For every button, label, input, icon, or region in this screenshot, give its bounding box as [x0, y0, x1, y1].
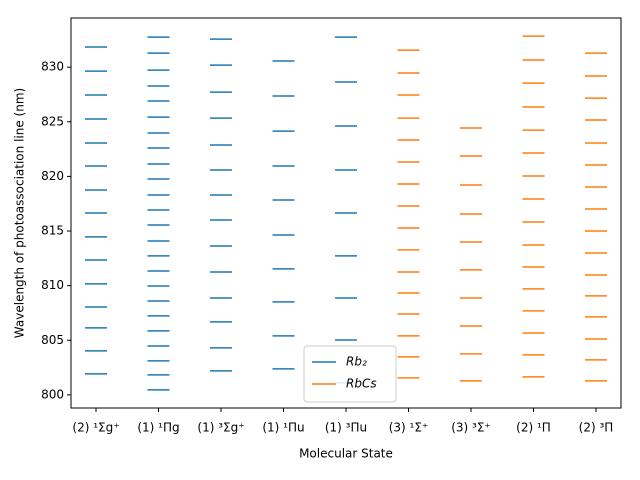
plot-frame — [70, 17, 622, 409]
x-tick-label: (1) ¹Πu — [262, 421, 304, 435]
y-tick-label: 810 — [41, 278, 64, 292]
legend-label: RbCs — [346, 377, 377, 391]
y-tick-label: 800 — [41, 387, 64, 401]
x-tick-label: (3) ¹Σ⁺ — [389, 421, 429, 435]
x-tick-label: (2) ¹Σg⁺ — [72, 421, 119, 435]
y-tick-label: 820 — [41, 169, 64, 183]
x-tick-label: (2) ¹Π — [516, 421, 551, 435]
x-tick-label: (1) ³Σg⁺ — [197, 421, 244, 435]
y-tick-label: 830 — [41, 60, 64, 74]
x-tick-label: (3) ³Σ⁺ — [451, 421, 491, 435]
y-tick-label: 815 — [41, 224, 64, 238]
y-axis-label: Wavelength of photoassociation line (nm) — [13, 88, 27, 338]
y-tick-label: 805 — [41, 333, 64, 347]
y-tick-label: 825 — [41, 114, 64, 128]
legend-label: Rb₂ — [346, 355, 367, 369]
x-tick-label: (1) ³Πu — [325, 421, 367, 435]
legend-box — [303, 345, 397, 403]
x-tick-label: (2) ³Π — [579, 421, 614, 435]
x-axis-label: Molecular State — [299, 447, 393, 461]
x-tick-label: (1) ¹Πg — [137, 421, 179, 435]
